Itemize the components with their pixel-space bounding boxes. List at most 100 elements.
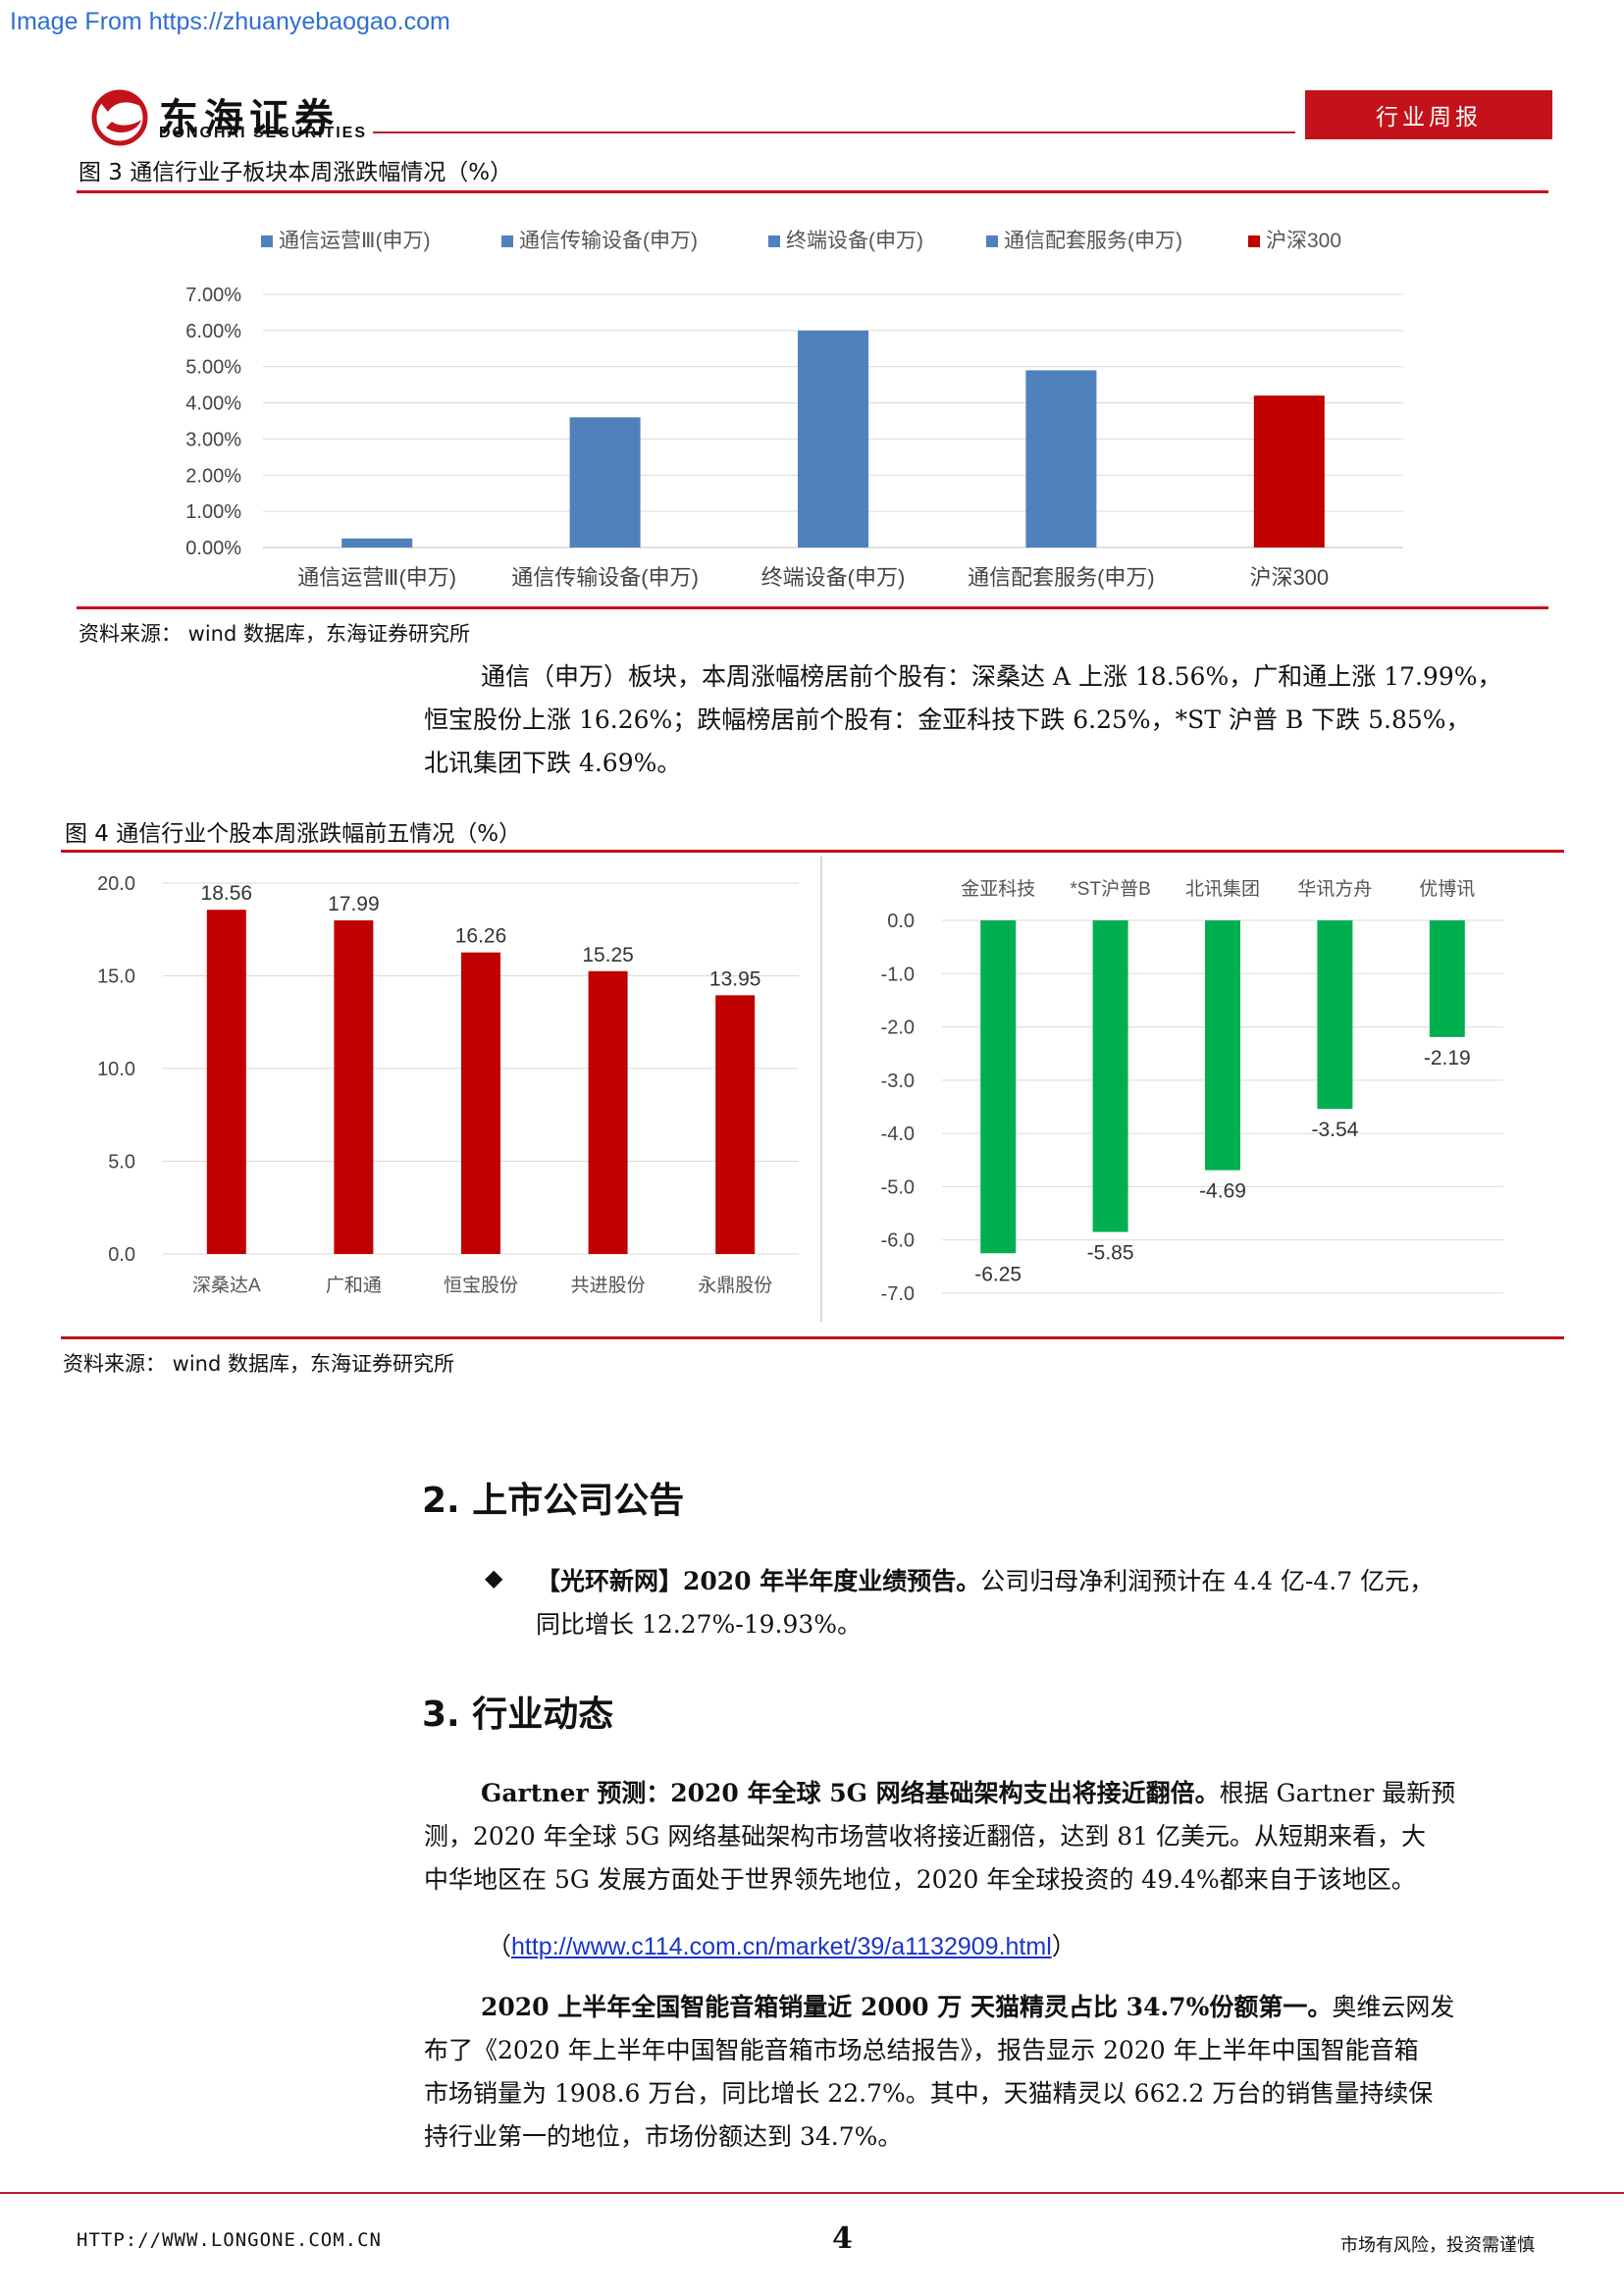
- footer-url: HTTP://WWW.LONGONE.COM.CN: [77, 2229, 382, 2251]
- bar: [1092, 920, 1128, 1232]
- legend-swatch: [986, 235, 998, 247]
- y-tick-label: 0.00%: [185, 538, 241, 559]
- figure3-chart: 通信运营Ⅲ(申万) 通信传输设备(申万) 终端设备(申万) 通信配套服务(申万) 沪深3…: [185, 230, 1403, 590]
- bullet-bold-text: 【光环新网】2020 年半年度业绩预告。: [536, 1567, 981, 1595]
- section3-heading: 3. 行业动态: [422, 1695, 614, 1735]
- x-tick-label: 共进股份: [571, 1275, 646, 1296]
- legend-label: 终端设备(申万): [786, 230, 923, 252]
- y-tick-label: 0.0: [887, 911, 915, 932]
- section2-heading: 2. 上市公司公告: [422, 1481, 685, 1521]
- figure4-losers-chart: 0.0 -1.0 -2.0 -3.0 -4.0 -5.0 -6.0 -7.0 -6.25 金亚科技…: [881, 878, 1503, 1305]
- legend-label: 沪深300: [1266, 230, 1341, 252]
- news1-link-line: （http://www.c114.com.cn/market/39/a11329…: [487, 1925, 1076, 1968]
- news1-line1: Gartner 预测：2020 年全球 5G 网络基础架构支出将接近翻倍。根据 …: [481, 1772, 1455, 1815]
- figure3-title: 图 3 通信行业子板块本周涨跌幅情况（%）: [79, 160, 513, 185]
- x-tick-label: *ST沪普B: [1070, 878, 1150, 900]
- bar: [1025, 370, 1097, 548]
- news2-line4: 持行业第一的地位，市场份额达到 34.7%。: [424, 2122, 903, 2151]
- report-type-tag: 行业周报: [1305, 90, 1552, 139]
- news2-line2: 布了《2020 年上半年中国智能音箱市场总结报告》，报告显示 2020 年上半年…: [424, 2036, 1419, 2064]
- x-tick-label: 恒宝股份: [444, 1275, 518, 1296]
- risk-disclaimer: 市场有风险，投资需谨慎: [1340, 2235, 1535, 2256]
- bar: [798, 330, 868, 548]
- news2-body: 奥维云网发: [1332, 1993, 1455, 2021]
- bullet-body-text: 公司归母净利润预计在 4.4 亿-4.7 亿元，: [980, 1567, 1435, 1595]
- data-label: -6.25: [974, 1263, 1022, 1285]
- figure4-top-rule: [61, 850, 1564, 853]
- bar: [206, 910, 246, 1254]
- figure3-source: 资料来源： wind 数据库，东海证券研究所: [79, 622, 470, 646]
- legend-label: 通信配套服务(申万): [1004, 230, 1182, 252]
- bullet-text-line2: 同比增长 12.27%-19.93%。: [536, 1610, 863, 1639]
- x-tick-label: 终端设备(申万): [761, 565, 906, 590]
- paragraph-line: 通信（申万）板块，本周涨幅榜居前个股有：深桑达 A 上涨 18.56%，广和通上…: [481, 662, 1502, 691]
- y-tick-label: 6.00%: [185, 321, 241, 342]
- y-tick-label: -6.0: [881, 1230, 915, 1252]
- legend-swatch: [1248, 235, 1260, 247]
- y-tick-label: 20.0: [97, 873, 135, 895]
- bar: [715, 995, 756, 1254]
- figure4-panel-divider: [820, 856, 822, 1323]
- x-tick-label: 通信传输设备(申万): [511, 565, 699, 590]
- figure4-title: 图 4 通信行业个股本周涨跌幅前五情况（%）: [65, 821, 522, 847]
- news1-line2: 测，2020 年全球 5G 网络基础架构市场营收将接近翻倍，达到 81 亿美元。…: [424, 1822, 1427, 1851]
- data-label: 15.25: [582, 944, 634, 966]
- bullet-text: 【光环新网】2020 年半年度业绩预告。公司归母净利润预计在 4.4 亿-4.7…: [536, 1560, 1434, 1603]
- bar: [334, 919, 374, 1254]
- data-label: 16.26: [455, 925, 507, 948]
- y-tick-label: -4.0: [881, 1123, 915, 1145]
- x-tick-label: 广和通: [326, 1275, 382, 1296]
- y-tick-label: 10.0: [97, 1059, 135, 1080]
- news1-body: 根据 Gartner 最新预: [1219, 1779, 1456, 1807]
- bar: [1205, 920, 1240, 1171]
- company-logo: [86, 82, 155, 149]
- bar: [461, 952, 500, 1254]
- x-tick-label: 沪深300: [1249, 565, 1329, 590]
- bar: [588, 970, 628, 1254]
- y-tick-label: -1.0: [881, 964, 915, 985]
- news1-headline: Gartner 预测：2020 年全球 5G 网络基础架构支出将接近翻倍。: [481, 1779, 1220, 1807]
- y-tick-label: -5.0: [881, 1176, 915, 1198]
- news2-line3: 市场销量为 1908.6 万台，同比增长 22.7%。其中，天猫精灵以 662.…: [424, 2079, 1434, 2108]
- figure4-gainers-chart: 0.0 5.0 10.0 15.0 20.0 18.56 深桑达A 17.99 广和通 16.26…: [97, 873, 799, 1296]
- bar: [569, 417, 641, 548]
- x-tick-label: 优博讯: [1419, 878, 1475, 900]
- watermark-text: Image From https://zhuanyebaogao.com: [10, 8, 450, 35]
- y-tick-label: 7.00%: [185, 285, 241, 306]
- y-tick-label: -7.0: [881, 1283, 915, 1305]
- bar: [341, 538, 413, 548]
- x-tick-label: 通信配套服务(申万): [968, 565, 1155, 590]
- x-tick-label: 通信运营Ⅲ(申万): [297, 565, 456, 590]
- x-tick-label: 金亚科技: [961, 878, 1035, 900]
- figure4-source: 资料来源： wind 数据库，东海证券研究所: [63, 1352, 454, 1376]
- x-tick-label: 北讯集团: [1185, 878, 1260, 900]
- data-label: -2.19: [1424, 1047, 1471, 1070]
- bar: [1429, 920, 1465, 1037]
- y-tick-label: 3.00%: [185, 429, 241, 450]
- y-tick-label: 0.0: [108, 1244, 135, 1266]
- y-tick-label: 2.00%: [185, 465, 241, 487]
- footer-divider: [0, 2192, 1624, 2194]
- x-tick-label: 永鼎股份: [698, 1275, 772, 1296]
- news1-line3: 中华地区在 5G 发展方面处于世界领先地位，2020 年全球投资的 49.4%都…: [424, 1865, 1416, 1894]
- data-label: 18.56: [201, 882, 253, 905]
- data-label: -4.69: [1199, 1180, 1246, 1203]
- y-tick-label: 15.0: [97, 966, 135, 988]
- logo-emblem-icon: [91, 89, 148, 146]
- link-close-paren: ）: [1051, 1932, 1076, 1960]
- legend-swatch: [501, 235, 513, 247]
- data-label: -3.54: [1311, 1119, 1358, 1141]
- news2-line1: 2020 上半年全国智能音箱销量近 2000 万 天猫精灵占比 34.7%份额第…: [481, 1986, 1454, 2029]
- figure4-bottom-rule: [61, 1336, 1564, 1339]
- bar: [980, 920, 1017, 1254]
- data-label: 17.99: [328, 893, 380, 915]
- bar: [1317, 920, 1353, 1110]
- data-label: -5.85: [1087, 1242, 1134, 1265]
- paragraph-line: 北讯集团下跌 4.69%。: [424, 749, 682, 777]
- figure3-bottom-rule: [77, 606, 1548, 609]
- y-tick-label: 1.00%: [185, 501, 241, 523]
- y-tick-label: 5.0: [108, 1152, 135, 1174]
- bar: [1253, 395, 1325, 548]
- legend-label: 通信运营Ⅲ(申万): [279, 230, 430, 252]
- news1-source-link[interactable]: http://www.c114.com.cn/market/39/a113290…: [511, 1933, 1052, 1960]
